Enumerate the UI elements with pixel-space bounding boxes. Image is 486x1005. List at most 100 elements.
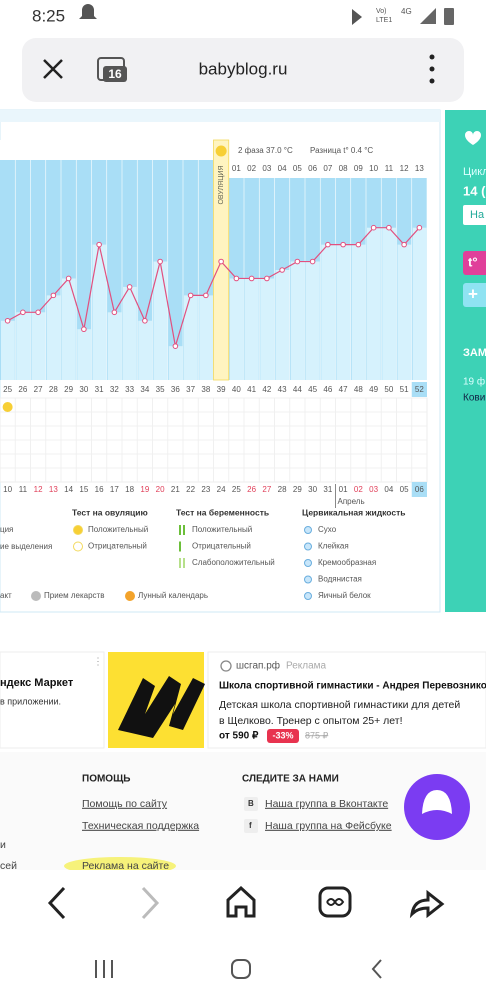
month: Апрель (338, 497, 365, 506)
ad-dots[interactable]: ⋮ (93, 657, 103, 668)
forward[interactable] (141, 886, 160, 920)
ad-title: Школа спортивной гимнастики - Андрея Пер… (219, 681, 486, 692)
bar (367, 227, 381, 380)
temp-point (401, 241, 407, 248)
date: 19 ф (463, 376, 485, 388)
bar (123, 286, 137, 380)
help1[interactable]: Помощь по сайту (82, 798, 168, 810)
legend-icon (179, 525, 181, 535)
day-label: 35 (156, 385, 165, 394)
date-label: 05 (400, 485, 409, 494)
temp-point (233, 275, 240, 282)
legend-icon (304, 575, 312, 584)
temp-point (248, 275, 255, 282)
day-label: 33 (125, 385, 134, 394)
add-button[interactable] (463, 283, 486, 307)
legend-icon (304, 559, 312, 567)
ad-old-price: 875 ₽ (305, 730, 329, 740)
test-dot (2, 402, 13, 412)
date-label: 03 (369, 485, 378, 494)
back[interactable] (47, 886, 66, 920)
legend-icon (304, 526, 312, 534)
fb[interactable]: Наша группа на Фейсбуке (265, 820, 392, 832)
legend-icon (31, 591, 41, 601)
phase2-day: 07 (323, 164, 332, 173)
heart[interactable] (465, 131, 481, 145)
temp-point (386, 224, 392, 231)
phase2-day: 03 (262, 164, 271, 173)
legend-item: Яичный белок (318, 591, 371, 600)
day-label: 31 (95, 385, 104, 394)
browser-bar (0, 870, 486, 940)
ad-text1: Детская школа спортивной гимнастики для … (219, 699, 460, 711)
bar (382, 227, 396, 380)
legend-item: Прием лекарств (44, 591, 104, 600)
vk[interactable]: Наша группа в Вконтакте (265, 798, 388, 810)
date-label: 16 (95, 485, 104, 494)
legend-title: Цервикальная жидкость (302, 507, 405, 517)
ad-left-title: ндекс Маркет (0, 677, 74, 689)
legend-icon (73, 525, 83, 535)
bar (77, 329, 91, 380)
url[interactable]: babyblog.ru (199, 59, 288, 78)
legend-icon (73, 541, 83, 552)
help2[interactable]: Техническая поддержка (82, 820, 199, 832)
bar (1, 320, 15, 380)
legend-item: Положительный (88, 525, 148, 534)
nav-back[interactable] (371, 959, 382, 979)
share[interactable] (409, 889, 445, 919)
temp-point (355, 241, 362, 248)
temp-point (264, 275, 270, 282)
temp-point (309, 258, 316, 265)
temp-point (325, 241, 331, 248)
date-label: 12 (34, 485, 43, 494)
day-label: 28 (49, 385, 58, 394)
recents[interactable] (95, 960, 113, 978)
ad-right[interactable] (207, 651, 486, 749)
temp-point (81, 326, 87, 333)
tabs-button[interactable] (318, 886, 352, 918)
temp-point (96, 241, 102, 248)
day-label: 25 (3, 385, 12, 394)
home[interactable] (226, 885, 256, 918)
side-text: Кови (463, 393, 485, 404)
temp-button[interactable] (463, 251, 486, 275)
temp-button-text: t° (468, 254, 478, 269)
url-bar[interactable] (22, 38, 464, 102)
legend-item: ие выделения (0, 542, 52, 551)
ads-link[interactable]: Реклама на сайте (82, 860, 169, 872)
bar (351, 244, 366, 380)
bar (46, 295, 61, 380)
temp-point (340, 241, 346, 248)
bar (16, 312, 30, 380)
bar (62, 278, 76, 380)
ad-price: от 590 ₽ (219, 731, 259, 742)
side-panel (445, 110, 486, 612)
legend-icon (179, 558, 181, 568)
date-label: 02 (354, 485, 363, 494)
legend-icon (183, 525, 185, 535)
signal (420, 8, 436, 24)
date-label: 27 (262, 485, 271, 494)
legend-icon (125, 591, 135, 601)
bar (412, 227, 427, 380)
nav-home[interactable] (231, 959, 251, 979)
svg-text:В: В (248, 799, 254, 808)
day-label: 47 (339, 385, 348, 394)
day-label: 29 (64, 385, 73, 394)
ad-text2: в Щелково. Тренер с опытом 25+ лет! (219, 715, 403, 727)
net: 4G (401, 7, 412, 16)
day-label: 45 (308, 385, 317, 394)
menu[interactable] (429, 78, 435, 84)
day-label: 46 (323, 385, 332, 394)
button[interactable] (463, 205, 486, 225)
temp-point (203, 292, 209, 299)
date-label: 10 (3, 485, 12, 494)
temp-point (416, 224, 423, 231)
legend-item: Клейкая (318, 542, 349, 551)
bar (321, 244, 335, 380)
date-label: 14 (64, 485, 73, 494)
close[interactable] (43, 59, 63, 79)
ad-left[interactable] (0, 651, 105, 749)
date-label: 24 (217, 485, 226, 494)
